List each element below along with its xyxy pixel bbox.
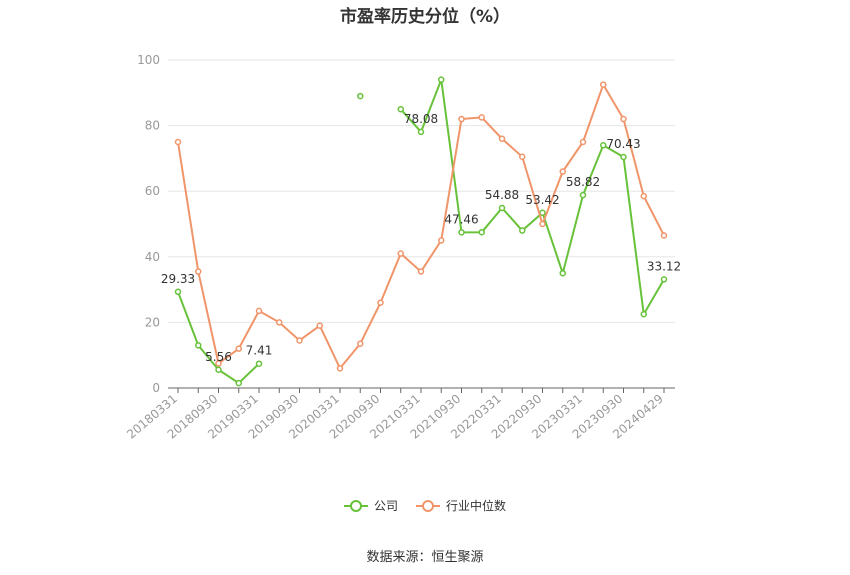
data-point[interactable] bbox=[458, 229, 465, 236]
y-tick-label: 80 bbox=[145, 119, 160, 133]
data-label: 5.56 bbox=[205, 350, 232, 364]
data-point[interactable] bbox=[498, 204, 506, 212]
series-line bbox=[400, 79, 665, 318]
data-label: 7.41 bbox=[246, 344, 273, 358]
data-point[interactable] bbox=[640, 192, 647, 200]
data-point[interactable] bbox=[559, 168, 566, 175]
data-point[interactable] bbox=[600, 81, 607, 88]
data-point[interactable] bbox=[296, 337, 303, 344]
data-point[interactable] bbox=[215, 360, 222, 367]
data-point[interactable] bbox=[539, 209, 546, 217]
data-source: 数据来源：恒生聚源 bbox=[366, 550, 484, 565]
data-label: 78.08 bbox=[404, 112, 438, 126]
legend-swatch bbox=[416, 499, 440, 513]
data-point[interactable] bbox=[174, 288, 182, 296]
legend-item-industry[interactable]: 行业中位数 bbox=[416, 497, 506, 514]
data-point[interactable] bbox=[174, 138, 182, 146]
data-point[interactable] bbox=[579, 138, 587, 146]
data-point[interactable] bbox=[357, 92, 364, 100]
series-layer bbox=[174, 76, 668, 387]
legend-label: 行业中位数 bbox=[446, 499, 507, 513]
data-point[interactable] bbox=[357, 340, 364, 347]
data-point[interactable] bbox=[397, 250, 404, 257]
data-point[interactable] bbox=[417, 268, 425, 275]
data-point[interactable] bbox=[559, 269, 566, 277]
data-point[interactable] bbox=[620, 115, 627, 123]
data-point[interactable] bbox=[377, 299, 384, 306]
data-point[interactable] bbox=[478, 114, 485, 121]
data-point[interactable] bbox=[195, 268, 202, 275]
data-point[interactable] bbox=[519, 227, 526, 234]
data-label: 33.12 bbox=[647, 259, 681, 273]
data-point[interactable] bbox=[600, 142, 607, 149]
data-point[interactable] bbox=[620, 153, 627, 161]
data-point[interactable] bbox=[640, 310, 647, 318]
legend-swatch bbox=[343, 499, 368, 513]
y-tick-label: 100 bbox=[137, 53, 160, 67]
data-point[interactable] bbox=[235, 379, 242, 387]
legend-label: 公司 bbox=[373, 499, 398, 513]
data-point[interactable] bbox=[438, 76, 445, 83]
data-labels: 29.33 5.56 7.41 78.08 47.46 54.88 53.42 58.82 70… bbox=[161, 112, 681, 364]
data-point[interactable] bbox=[276, 319, 283, 326]
data-point[interactable] bbox=[478, 228, 485, 236]
y-tick-label: 0 bbox=[152, 381, 160, 395]
y-tick-label: 60 bbox=[145, 184, 160, 198]
legend-item-company[interactable]: 公司 bbox=[343, 497, 398, 514]
data-point[interactable] bbox=[417, 128, 425, 136]
y-axis: 0 20 40 60 80 100 bbox=[137, 53, 160, 395]
data-point[interactable] bbox=[255, 307, 263, 315]
series-industry bbox=[174, 81, 668, 372]
x-axis: 2018033120180930201903312019093020200331… bbox=[124, 387, 675, 442]
data-point[interactable] bbox=[519, 153, 526, 161]
data-point[interactable] bbox=[235, 345, 242, 352]
data-point[interactable] bbox=[215, 366, 222, 374]
data-label: 47.46 bbox=[444, 212, 478, 226]
data-point[interactable] bbox=[336, 365, 344, 372]
y-tick-label: 20 bbox=[145, 315, 160, 329]
data-label: 70.43 bbox=[606, 137, 640, 151]
data-label: 58.82 bbox=[566, 175, 600, 189]
data-point[interactable] bbox=[255, 360, 263, 367]
data-point[interactable] bbox=[660, 232, 668, 239]
series-line bbox=[177, 82, 665, 371]
series-company bbox=[174, 76, 668, 387]
data-point[interactable] bbox=[195, 342, 202, 349]
data-point[interactable] bbox=[397, 105, 404, 113]
data-point[interactable] bbox=[498, 135, 506, 142]
data-label: 53.42 bbox=[525, 193, 559, 207]
data-point[interactable] bbox=[438, 237, 445, 244]
data-point[interactable] bbox=[579, 191, 587, 199]
y-tick-label: 40 bbox=[145, 250, 160, 264]
data-label: 29.33 bbox=[161, 272, 195, 286]
chart-title: 市盈率历史分位（%） bbox=[339, 7, 511, 27]
grid-lines bbox=[168, 59, 675, 323]
data-point[interactable] bbox=[316, 322, 323, 329]
data-label: 54.88 bbox=[485, 188, 519, 202]
data-point[interactable] bbox=[458, 115, 465, 123]
data-point[interactable] bbox=[539, 220, 546, 228]
data-point[interactable] bbox=[660, 276, 668, 283]
legend: 公司 行业中位数 bbox=[0, 497, 850, 514]
